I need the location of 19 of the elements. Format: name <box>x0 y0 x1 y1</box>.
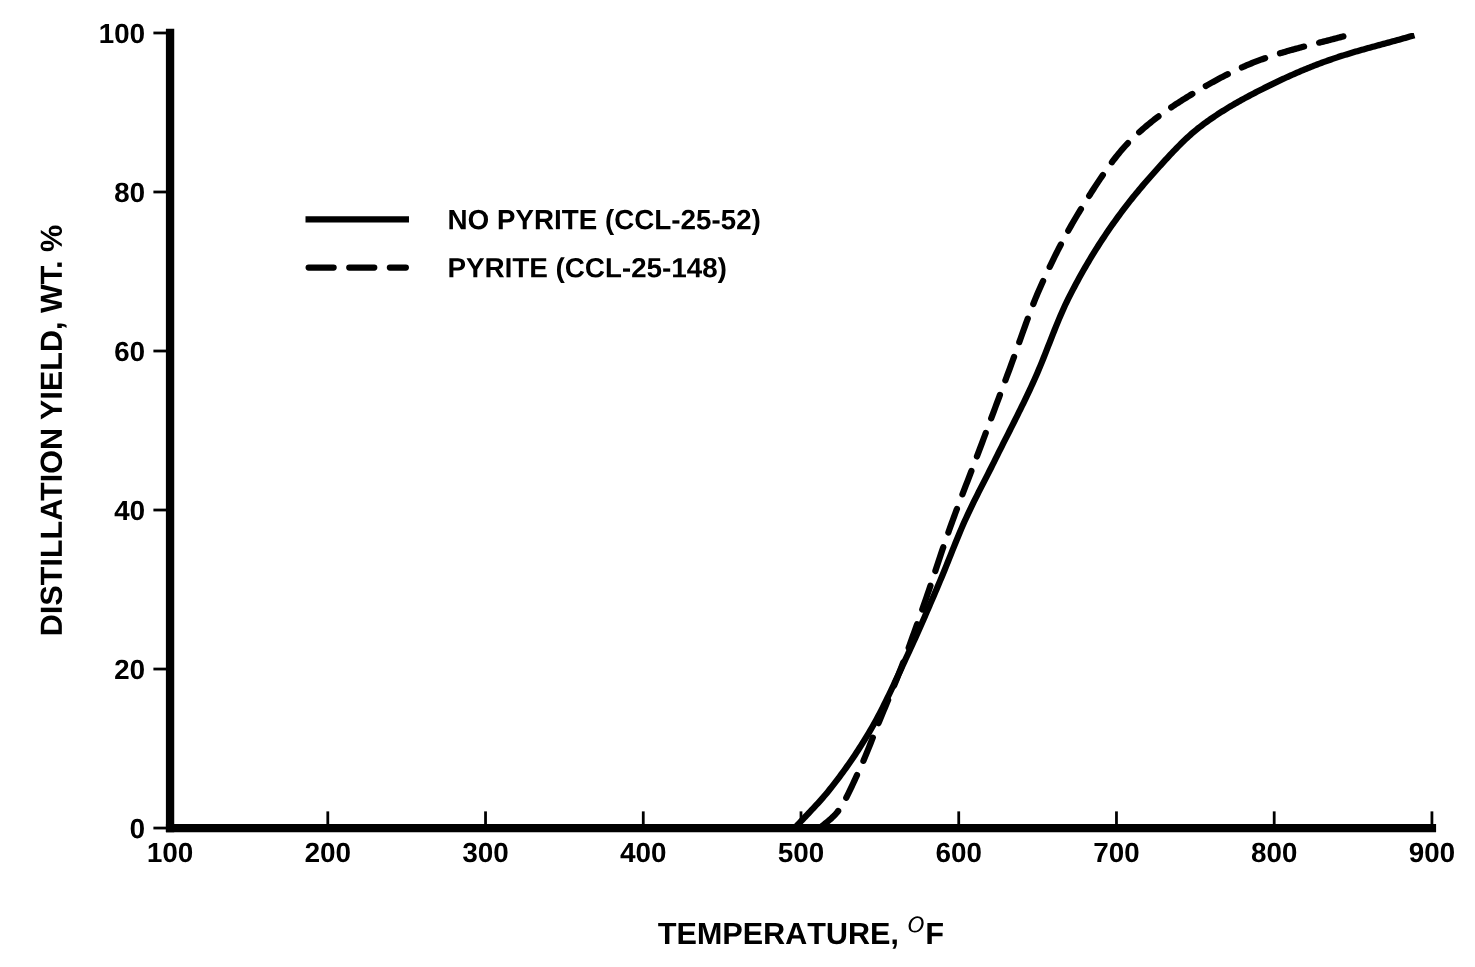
legend-label: NO PYRITE (CCL-25-52) <box>449 209 760 235</box>
x-tick-label: 700 <box>1094 842 1139 863</box>
y-axis-title: DISTILLATION YIELD, WT. % <box>40 225 67 635</box>
x-tick-label: 600 <box>936 842 981 863</box>
x-tick-label: 800 <box>1251 842 1297 863</box>
x-axis-title: TEMPERATURE, $^{O}$F <box>658 916 943 949</box>
x-tick-label: 100 <box>148 842 193 863</box>
y-tick-label: 100 <box>100 23 144 44</box>
y-tick-label: 40 <box>114 500 144 521</box>
x-tick-label: 900 <box>1409 842 1454 863</box>
y-tick-label: 20 <box>115 659 144 680</box>
x-tick-label: 300 <box>463 842 508 863</box>
x-tick-label: 200 <box>305 842 350 863</box>
x-tick-label: 400 <box>620 842 666 863</box>
y-tick-label: 0 <box>130 818 144 839</box>
y-tick-label: 60 <box>115 341 144 362</box>
x-tick-label: 500 <box>778 842 824 863</box>
y-tick-label: 80 <box>115 182 144 203</box>
legend-label: PYRITE (CCL-25-148) <box>449 257 726 284</box>
